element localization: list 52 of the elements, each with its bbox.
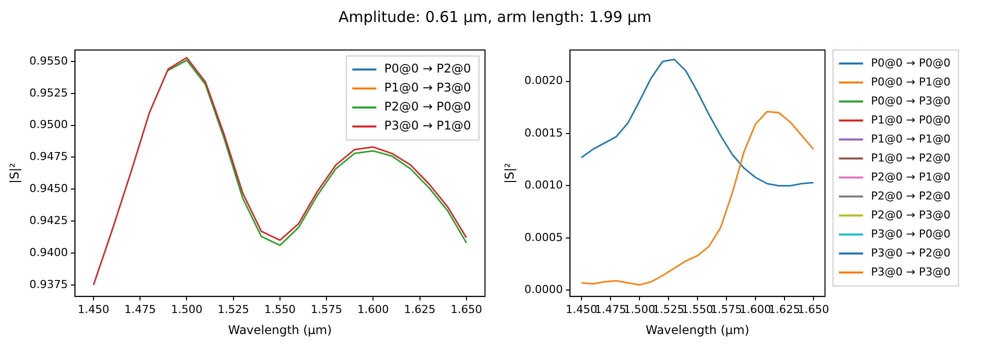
legend-label: P0@0 → P2@0 (384, 62, 472, 76)
y-tick-label: 0.9425 (29, 214, 68, 227)
x-tick-label: 1.500 (170, 302, 202, 316)
y-tick-label: 0.9400 (29, 246, 68, 259)
x-tick-label: 1.575 (310, 302, 342, 316)
x-tick-label: 1.575 (710, 302, 742, 316)
x-axis-title: Wavelength (µm) (228, 322, 332, 337)
x-tick-label: 1.650 (450, 302, 482, 316)
x-tick-label: 1.475 (594, 302, 626, 316)
legend-label: P3@0 → P1@0 (384, 118, 472, 133)
legend-label: P2@0 → P2@0 (871, 189, 950, 202)
legend-label: P1@0 → P2@0 (871, 151, 950, 164)
y-tick-label: 0.9450 (29, 182, 68, 196)
y-tick-label: 0.0010 (524, 178, 563, 192)
y-tick-label: 0.9475 (29, 150, 68, 164)
legend-label: P2@0 → P1@0 (871, 170, 950, 184)
x-tick-label: 1.625 (404, 302, 436, 316)
x-tick-label: 1.625 (768, 302, 800, 316)
x-axis-title: Wavelength (µm) (646, 322, 750, 337)
legend-label: P1@0 → P3@0 (384, 80, 472, 95)
y-tick-label: 0.0000 (524, 282, 563, 296)
x-tick-label: 1.475 (124, 302, 156, 316)
y-axis-title: |S|² (502, 162, 516, 184)
legend-label: P3@0 → P3@0 (871, 265, 950, 278)
y-tick-label: 0.0005 (524, 230, 563, 244)
x-tick-label: 1.450 (566, 302, 598, 316)
y-tick-label: 0.0015 (524, 126, 563, 140)
y-tick-label: 0.9375 (29, 278, 68, 291)
y-axis-title: |S|² (7, 162, 22, 184)
x-tick-label: 1.600 (740, 302, 772, 316)
y-tick-label: 0.9550 (29, 54, 68, 68)
y-tick-label: 0.9500 (29, 118, 68, 132)
x-tick-label: 1.450 (78, 302, 110, 316)
legend-label: P1@0 → P0@0 (871, 113, 950, 126)
x-tick-label: 1.600 (357, 302, 389, 316)
x-tick-label: 1.550 (264, 302, 296, 316)
x-tick-label: 1.500 (624, 302, 656, 316)
legend-label: P0@0 → P1@0 (871, 75, 950, 88)
y-tick-label: 0.9525 (29, 86, 68, 100)
x-tick-label: 1.550 (682, 302, 714, 316)
legend-label: P3@0 → P0@0 (871, 227, 950, 240)
x-tick-label: 1.525 (218, 302, 250, 316)
chart-title: Amplitude: 0.61 µm, arm length: 1.99 µm (338, 8, 652, 26)
x-tick-label: 1.525 (652, 302, 684, 316)
legend-label: P3@0 → P2@0 (871, 246, 950, 260)
legend-label: P1@0 → P1@0 (871, 132, 950, 146)
legend-label: P0@0 → P0@0 (871, 56, 950, 70)
legend-label: P2@0 → P0@0 (384, 100, 472, 114)
legend-label: P0@0 → P3@0 (871, 94, 950, 108)
y-tick-label: 0.0020 (524, 74, 563, 88)
legend-label: P2@0 → P3@0 (871, 208, 950, 222)
x-tick-label: 1.650 (798, 302, 830, 316)
